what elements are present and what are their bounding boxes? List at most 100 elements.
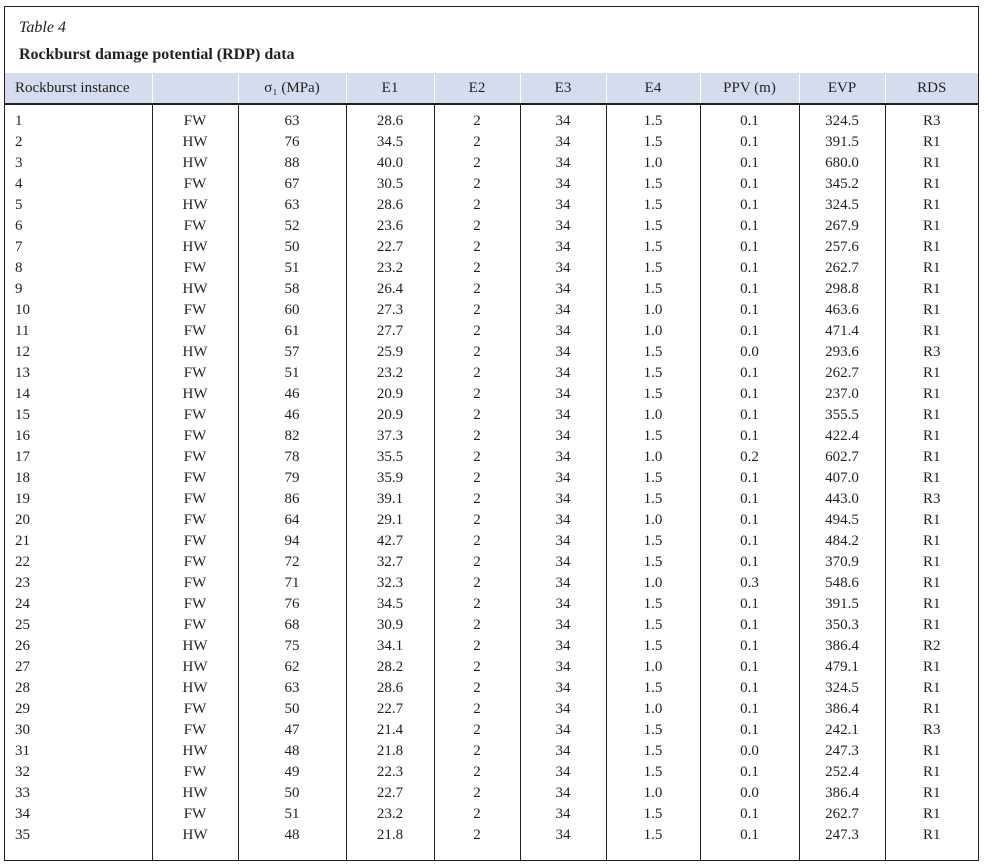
cell-ppv: 0.1: [699, 132, 799, 153]
cell-e2: 2: [433, 258, 520, 279]
column-header-rds: RDS: [884, 73, 978, 105]
cell-sigma1: 64: [237, 510, 346, 531]
cell-ppv: 0.1: [699, 363, 799, 384]
cell-sigma1: 76: [237, 594, 346, 615]
table-row: 32 FW 49 22.3 2 34 1.5 0.1 252.4 R1: [5, 762, 978, 783]
cell-sigma1: 58: [237, 279, 346, 300]
cell-e3: 34: [519, 657, 606, 678]
cell-instance: 17: [15, 449, 30, 465]
cell-evp: 386.4: [798, 699, 885, 720]
spacer-cell: [345, 846, 434, 860]
cell-e3: 34: [519, 678, 606, 699]
table-row: 26 HW 75 34.1 2 34 1.5 0.1 386.4 R2: [5, 636, 978, 657]
cell-e4: 1.5: [605, 384, 700, 405]
table-label: Table 4: [19, 19, 66, 36]
cell-e1: 37.3: [345, 426, 434, 447]
cell-e1: 21.8: [345, 825, 434, 846]
cell-instance: 29: [15, 701, 30, 717]
cell-wall: HW: [151, 195, 238, 216]
cell-rds: R1: [884, 468, 978, 489]
cell-ppv: 0.3: [699, 573, 799, 594]
cell-ppv: 0.1: [699, 426, 799, 447]
cell-wall: FW: [151, 615, 238, 636]
cell-instance: 9: [15, 281, 23, 297]
cell-wall: HW: [151, 237, 238, 258]
cell-evp: 247.3: [798, 741, 885, 762]
spacer-cell: [884, 846, 978, 860]
cell-rds: R1: [884, 762, 978, 783]
cell-sigma1: 51: [237, 804, 346, 825]
cell-e1: 34.1: [345, 636, 434, 657]
cell-e3: 34: [519, 104, 606, 132]
cell-wall: HW: [151, 657, 238, 678]
cell-wall: FW: [151, 489, 238, 510]
cell-instance: 7: [15, 239, 23, 255]
cell-rds: R1: [884, 405, 978, 426]
cell-e1: 28.6: [345, 104, 434, 132]
cell-e1: 22.7: [345, 699, 434, 720]
cell-ppv: 0.1: [699, 657, 799, 678]
cell-evp: 262.7: [798, 363, 885, 384]
cell-e2: 2: [433, 636, 520, 657]
cell-e1: 28.6: [345, 195, 434, 216]
cell-ppv: 0.1: [699, 678, 799, 699]
cell-e3: 34: [519, 321, 606, 342]
cell-wall: HW: [151, 342, 238, 363]
table-row: 1 FW 63 28.6 2 34 1.5 0.1 324.5 R3: [5, 104, 978, 132]
cell-rds: R1: [884, 216, 978, 237]
cell-wall: FW: [151, 531, 238, 552]
cell-instance: 14: [15, 386, 30, 402]
cell-sigma1: 94: [237, 531, 346, 552]
spacer-cell: [519, 846, 606, 860]
cell-wall: FW: [151, 104, 238, 132]
cell-e1: 40.0: [345, 153, 434, 174]
cell-e3: 34: [519, 384, 606, 405]
cell-sigma1: 52: [237, 216, 346, 237]
cell-instance: 10: [15, 302, 30, 318]
cell-rds: R1: [884, 426, 978, 447]
cell-ppv: 0.1: [699, 804, 799, 825]
cell-e3: 34: [519, 636, 606, 657]
cell-e4: 1.5: [605, 762, 700, 783]
cell-instance: 24: [15, 596, 30, 612]
cell-wall: FW: [151, 762, 238, 783]
table-row: 13 FW 51 23.2 2 34 1.5 0.1 262.7 R1: [5, 363, 978, 384]
cell-e1: 35.9: [345, 468, 434, 489]
cell-sigma1: 50: [237, 699, 346, 720]
cell-sigma1: 47: [237, 720, 346, 741]
cell-e4: 1.5: [605, 636, 700, 657]
cell-e2: 2: [433, 783, 520, 804]
cell-e4: 1.5: [605, 594, 700, 615]
cell-e4: 1.0: [605, 153, 700, 174]
cell-rds: R1: [884, 321, 978, 342]
cell-ppv: 0.1: [699, 510, 799, 531]
cell-rds: R1: [884, 447, 978, 468]
cell-sigma1: 62: [237, 657, 346, 678]
cell-evp: 324.5: [798, 678, 885, 699]
cell-sigma1: 63: [237, 195, 346, 216]
cell-ppv: 0.1: [699, 216, 799, 237]
cell-wall: FW: [151, 174, 238, 195]
cell-e3: 34: [519, 741, 606, 762]
cell-instance: 33: [15, 785, 30, 801]
cell-e4: 1.0: [605, 447, 700, 468]
cell-instance: 34: [15, 806, 30, 822]
cell-evp: 407.0: [798, 468, 885, 489]
cell-e4: 1.5: [605, 195, 700, 216]
cell-sigma1: 75: [237, 636, 346, 657]
cell-e3: 34: [519, 426, 606, 447]
cell-e1: 32.3: [345, 573, 434, 594]
cell-e4: 1.5: [605, 216, 700, 237]
cell-e3: 34: [519, 279, 606, 300]
cell-e2: 2: [433, 699, 520, 720]
cell-ppv: 0.1: [699, 237, 799, 258]
cell-ppv: 0.1: [699, 279, 799, 300]
cell-e4: 1.0: [605, 405, 700, 426]
cell-e1: 20.9: [345, 405, 434, 426]
cell-e1: 23.2: [345, 363, 434, 384]
cell-instance: 4: [15, 176, 23, 192]
cell-sigma1: 48: [237, 825, 346, 846]
cell-e1: 20.9: [345, 384, 434, 405]
table-row: 17 FW 78 35.5 2 34 1.0 0.2 602.7 R1: [5, 447, 978, 468]
cell-wall: FW: [151, 300, 238, 321]
